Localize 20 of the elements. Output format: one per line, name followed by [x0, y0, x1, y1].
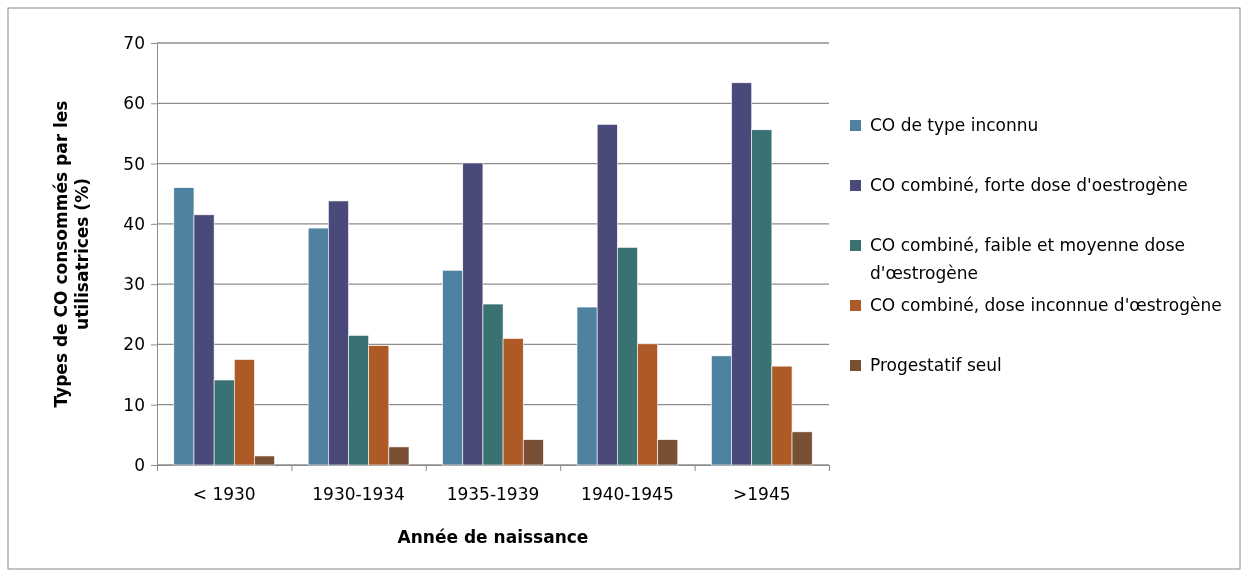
y-tick-label: 60 — [123, 93, 145, 114]
x-tick-label: >1945 — [733, 484, 791, 504]
x-tick-label: < 1930 — [192, 484, 256, 504]
y-tick-label: 50 — [123, 153, 145, 174]
legend-label: Progestatif seul — [870, 355, 1002, 375]
y-axis-title: Types de CO consommés par les utilisatrices (%) — [50, 100, 92, 408]
y-tick-label: 40 — [123, 213, 145, 234]
legend-label: CO combiné, faible et moyenne dose d'œstrogène — [870, 235, 1185, 283]
y-tick-label: 10 — [123, 394, 145, 415]
x-axis-title: Année de naissance — [397, 527, 589, 547]
y-tick-label: 30 — [123, 274, 145, 295]
legend-label: CO combiné, forte dose d'oestrogène — [870, 175, 1188, 195]
x-tick-label: 1930-1934 — [312, 484, 405, 504]
x-tick-label: 1940-1945 — [581, 484, 674, 504]
y-tick-label: 20 — [123, 334, 145, 355]
legend-label: CO de type inconnu — [870, 115, 1039, 135]
y-tick-label: 70 — [123, 32, 145, 53]
legend-label: CO combiné, dose inconnue d'œstrogène — [870, 295, 1222, 315]
y-tick-label: 0 — [134, 454, 145, 475]
x-tick-label: 1935-1939 — [446, 484, 540, 504]
